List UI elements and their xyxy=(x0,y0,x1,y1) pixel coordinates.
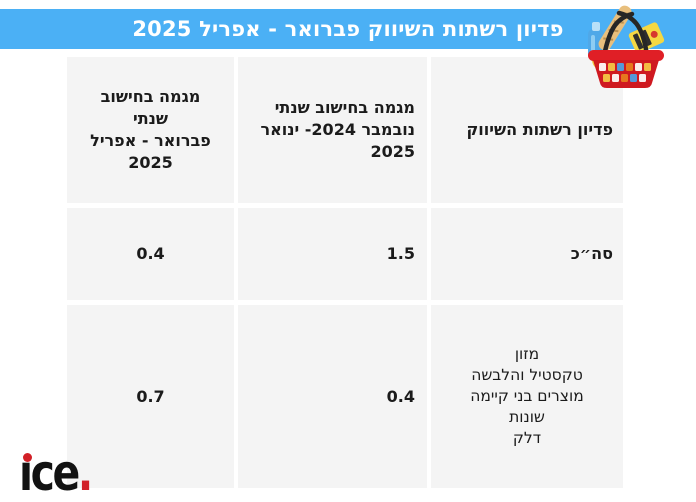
header-line: פברואר - אפריל xyxy=(90,131,211,150)
row-categories-value-feb-apr: 0.7 xyxy=(67,305,234,488)
row-categories-value-nov-jan: 0.4 xyxy=(238,305,427,488)
ice-logo-text: ıce. xyxy=(19,448,93,498)
header-line: 2025 xyxy=(128,153,173,172)
header-line: נובמבר 2024- ינואר xyxy=(260,120,415,139)
header-line: פדיון רשתות השיווק xyxy=(466,120,613,139)
category-item: שונות xyxy=(509,408,545,426)
category-item: מזון xyxy=(514,345,540,363)
category-item: טקסטיל והלבשה xyxy=(471,366,583,384)
revenue-table: פדיון רשתות השיווק מגמה בחישוב שנתי נובמ… xyxy=(67,57,623,488)
header-cell-trend-nov-jan: מגמה בחישוב שנתי נובמבר 2024- ינואר 2025 xyxy=(238,57,427,203)
header-line: 2025 xyxy=(370,142,415,161)
value: 0.4 xyxy=(136,244,165,263)
header-cell-category: פדיון רשתות השיווק xyxy=(431,57,623,203)
value: 0.4 xyxy=(386,386,415,406)
shopping-basket-icon xyxy=(584,4,668,88)
title-bar: פדיון רשתות השיווק פברואר - אפריל 2025 xyxy=(0,9,696,49)
ice-logo-period: . xyxy=(77,444,94,502)
header-line: שנתי xyxy=(132,109,169,128)
header-cell-trend-feb-apr: מגמה בחישוב שנתי פברואר - אפריל 2025 xyxy=(67,57,234,203)
page-title: פדיון רשתות השיווק פברואר - אפריל 2025 xyxy=(132,17,564,41)
row-categories-list: מזון טקסטיל והלבשה מוצרים בני קיימה שונו… xyxy=(431,305,623,488)
header-line: מגמה בחישוב xyxy=(100,87,201,106)
category-item: מוצרים בני קיימה xyxy=(470,387,584,405)
row-total-value-nov-jan: 1.5 xyxy=(238,208,427,300)
ice-logo: ıce. xyxy=(19,448,107,498)
category-item: דלק xyxy=(512,429,542,447)
category-label: סה״כ xyxy=(570,244,613,263)
value: 0.7 xyxy=(136,386,165,406)
shopping-basket-graphic xyxy=(588,5,665,88)
ice-logo-i-dot xyxy=(23,453,32,462)
row-total-category: סה״כ xyxy=(431,208,623,300)
ice-logo-rest: ce xyxy=(30,444,81,502)
row-total-value-feb-apr: 0.4 xyxy=(67,208,234,300)
value: 1.5 xyxy=(386,244,415,263)
header-line: מגמה בחישוב שנתי xyxy=(274,98,415,117)
